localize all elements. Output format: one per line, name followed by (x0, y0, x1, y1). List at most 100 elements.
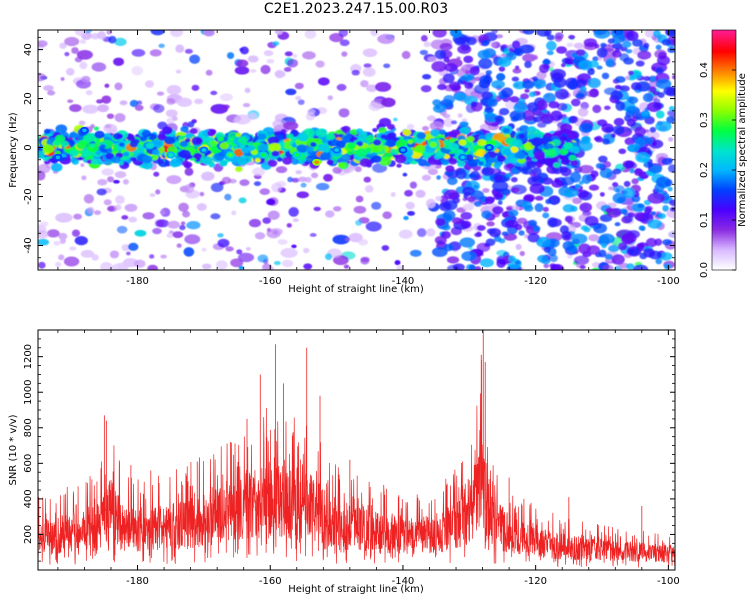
signal-blob (337, 162, 347, 169)
noise-blob (144, 80, 155, 88)
noise-blob (315, 60, 325, 68)
colorbar-step (712, 50, 736, 53)
noise-blob (394, 260, 401, 266)
noise-blob (358, 239, 369, 246)
noise-blob (657, 55, 671, 66)
noise-blob (564, 215, 573, 223)
colorbar-step (712, 166, 736, 169)
noise-blob (114, 171, 127, 179)
colorbar-step (712, 236, 736, 239)
signal-blob (567, 131, 578, 140)
heatmap-peak-core (261, 153, 266, 157)
signal-blob (184, 161, 193, 168)
noise-blob (215, 260, 228, 270)
noise-blob (58, 254, 65, 261)
colorbar-step (712, 268, 736, 271)
noise-blob (583, 38, 598, 48)
colorbar-step (712, 130, 736, 133)
noise-blob (644, 30, 655, 38)
noise-blob (183, 183, 195, 194)
signal-blob (473, 158, 480, 163)
noise-blob (494, 115, 503, 122)
colorbar-step (712, 84, 736, 87)
noise-blob (456, 56, 461, 61)
y-tick-label: -40 (23, 237, 34, 253)
noise-blob (534, 195, 544, 201)
noise-blob (74, 235, 88, 246)
noise-blob (71, 47, 79, 54)
noise-blob (381, 97, 396, 108)
noise-blob (284, 51, 293, 57)
noise-blob (187, 121, 195, 128)
signal-blob (170, 157, 183, 167)
signal-blob (510, 146, 519, 153)
noise-blob (546, 34, 555, 41)
noise-blob (303, 263, 313, 270)
colorbar-step (712, 152, 736, 155)
signal-blob (387, 132, 397, 140)
colorbar-step (712, 230, 736, 233)
signal-blob (385, 139, 397, 148)
noise-blob (578, 122, 593, 134)
noise-blob (318, 77, 330, 86)
signal-blob (271, 150, 280, 157)
noise-blob (565, 58, 575, 65)
noise-blob (661, 157, 673, 166)
signal-blob (416, 132, 427, 140)
colorbar-step (712, 88, 736, 91)
noise-blob (390, 192, 396, 197)
noise-blob (149, 193, 156, 197)
noise-blob (612, 168, 622, 175)
noise-blob (285, 88, 297, 96)
noise-blob (501, 87, 514, 98)
noise-blob (549, 254, 558, 263)
colorbar-step (712, 80, 736, 83)
noise-blob (599, 192, 605, 197)
noise-blob (84, 30, 93, 34)
noise-blob (434, 235, 447, 245)
noise-blob (348, 232, 363, 243)
noise-blob (244, 87, 251, 94)
signal-blob (341, 125, 351, 133)
noise-blob (465, 70, 470, 75)
noise-blob (593, 30, 611, 39)
noise-blob (446, 176, 458, 186)
noise-blob (538, 178, 545, 184)
noise-blob (486, 221, 495, 227)
noise-blob (396, 265, 404, 270)
colorbar-step (712, 56, 736, 59)
noise-blob (513, 102, 528, 113)
colorbar-step (712, 36, 736, 39)
colorbar-step (712, 46, 736, 49)
signal-blob (505, 162, 514, 169)
noise-blob (484, 196, 495, 205)
noise-blob (55, 212, 73, 223)
noise-blob (537, 238, 543, 244)
noise-blob (249, 69, 257, 73)
signal-blob (530, 136, 544, 147)
noise-blob (566, 42, 574, 48)
noise-blob (484, 113, 499, 123)
noise-blob (304, 30, 317, 39)
noise-blob (633, 168, 644, 176)
noise-blob (147, 264, 159, 270)
colorbar-tick-label: 0.0 (699, 262, 710, 278)
signal-blob (76, 141, 87, 150)
noise-blob (421, 126, 429, 131)
signal-blob (189, 127, 198, 135)
colorbar-step (712, 212, 736, 215)
noise-blob (629, 168, 635, 174)
colorbar-step (712, 202, 736, 205)
noise-blob (261, 265, 274, 270)
colorbar-step (712, 104, 736, 107)
colorbar-step (712, 222, 736, 225)
noise-blob (610, 90, 623, 101)
spectrogram-x-label: Height of straight line (km) (288, 284, 424, 295)
noise-blob (587, 77, 601, 89)
noise-blob (520, 93, 530, 100)
noise-blob (407, 210, 416, 216)
noise-blob (614, 222, 621, 227)
noise-blob (551, 179, 564, 188)
colorbar-step (712, 218, 736, 221)
signal-blob (282, 156, 293, 165)
